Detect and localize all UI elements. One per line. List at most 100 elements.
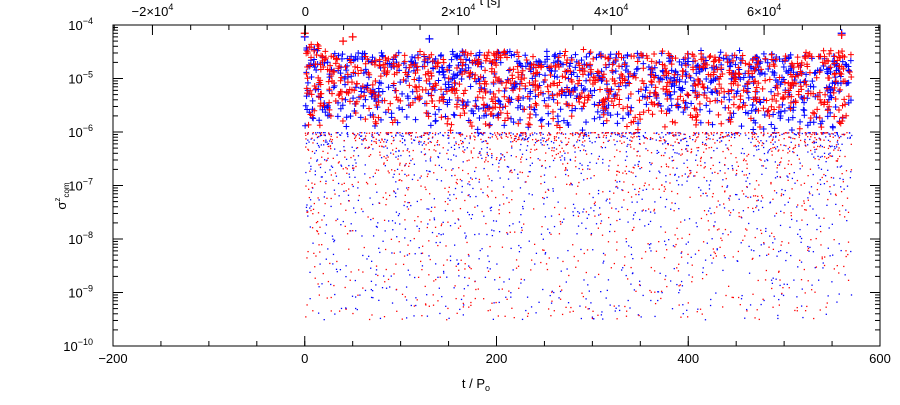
data-point (812, 132, 814, 134)
data-point (680, 154, 682, 156)
data-point (457, 219, 460, 221)
data-point (312, 142, 314, 144)
data-point (554, 74, 561, 81)
data-point (324, 134, 326, 136)
data-point (798, 134, 801, 136)
data-point (772, 147, 774, 149)
data-point (597, 192, 600, 195)
data-point (776, 175, 779, 178)
data-point (343, 140, 345, 142)
data-point (440, 234, 442, 236)
data-point (350, 95, 357, 102)
data-point (344, 71, 351, 78)
data-point (397, 79, 404, 86)
data-point (580, 248, 582, 251)
data-point (360, 102, 367, 109)
data-point (426, 315, 429, 317)
data-point (352, 169, 355, 171)
data-point (756, 149, 758, 151)
data-point (574, 160, 576, 162)
data-point (648, 244, 651, 246)
data-point (375, 142, 378, 144)
data-point (558, 213, 560, 216)
data-point (557, 106, 564, 113)
data-point (440, 224, 442, 227)
data-point (764, 59, 771, 66)
data-point (533, 208, 535, 210)
data-point (706, 242, 708, 244)
data-point (777, 115, 784, 122)
data-point (420, 151, 423, 153)
data-point (448, 137, 450, 139)
data-point (603, 134, 605, 137)
data-point (630, 136, 632, 138)
data-point (591, 316, 594, 318)
data-point (763, 242, 765, 244)
data-point (629, 307, 631, 309)
data-point (810, 109, 816, 116)
data-point (316, 220, 319, 223)
data-point (379, 52, 386, 59)
data-point (645, 148, 647, 150)
data-point (790, 137, 792, 139)
data-point (583, 62, 590, 69)
data-point (755, 180, 758, 182)
data-point (454, 54, 461, 61)
data-point (714, 142, 716, 144)
data-point (632, 218, 634, 220)
data-point (827, 156, 830, 159)
data-point (369, 154, 372, 156)
data-point (668, 132, 670, 134)
data-point (524, 138, 526, 140)
data-point (786, 283, 788, 286)
data-point (507, 178, 510, 180)
data-point (658, 188, 660, 190)
data-point (495, 97, 502, 104)
data-point (748, 245, 750, 248)
data-point (319, 132, 322, 134)
data-point (399, 162, 401, 164)
data-point (827, 139, 830, 142)
data-point (833, 149, 835, 151)
data-point (565, 306, 567, 309)
data-point (730, 152, 732, 155)
data-point (480, 148, 483, 150)
data-point (377, 222, 379, 224)
data-point (775, 90, 782, 97)
data-point (321, 176, 323, 178)
data-point (468, 107, 475, 114)
data-point (457, 68, 464, 75)
data-point (428, 208, 430, 210)
data-point (492, 74, 499, 81)
data-point (552, 190, 554, 192)
data-point (647, 243, 649, 245)
data-point (346, 132, 348, 135)
data-point (546, 196, 548, 199)
data-point (676, 152, 678, 154)
data-point (501, 132, 504, 134)
data-point (468, 181, 470, 183)
data-point (508, 290, 510, 292)
data-point (405, 162, 407, 165)
data-point (838, 272, 840, 274)
data-point (837, 86, 844, 93)
data-point (307, 211, 309, 213)
data-point (548, 257, 550, 259)
data-point (421, 252, 424, 254)
data-point (377, 132, 379, 134)
data-point (582, 137, 584, 139)
data-point (356, 308, 358, 311)
data-point (615, 208, 617, 210)
data-point (723, 207, 726, 209)
data-point (500, 136, 502, 138)
data-point (395, 147, 398, 150)
data-point (630, 253, 633, 256)
data-point (567, 175, 570, 177)
data-point (605, 95, 612, 102)
data-point (718, 65, 725, 72)
data-point (840, 135, 842, 138)
data-point (455, 181, 457, 184)
data-point (501, 93, 508, 100)
data-point (811, 70, 818, 77)
data-point (774, 132, 776, 134)
